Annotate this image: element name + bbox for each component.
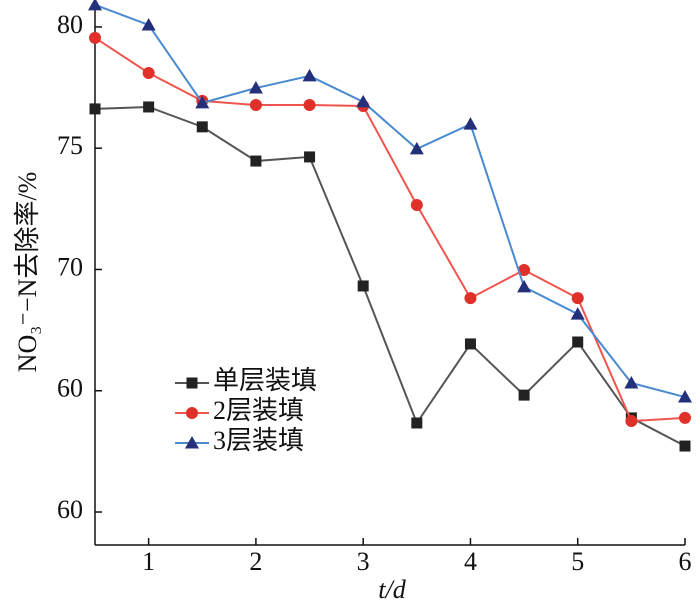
- y-tick-label: 75: [57, 131, 83, 160]
- marker: [249, 99, 262, 112]
- x-tick-label: 6: [679, 547, 692, 576]
- legend-label: 3层装填: [213, 426, 304, 455]
- marker: [518, 263, 531, 276]
- x-tick-label: 2: [249, 547, 262, 576]
- legend-label: 2层装填: [213, 396, 304, 425]
- marker: [571, 292, 584, 305]
- marker: [678, 390, 692, 403]
- marker: [518, 389, 530, 401]
- y-tick-label: 70: [57, 252, 83, 281]
- legend-marker: [185, 436, 199, 449]
- marker: [89, 31, 101, 44]
- x-axis-label: t/d: [378, 575, 406, 604]
- marker: [409, 141, 424, 155]
- marker: [411, 417, 423, 429]
- x-tick-label: 5: [571, 547, 584, 576]
- marker: [624, 375, 639, 389]
- marker: [464, 338, 476, 350]
- x-tick-label: 4: [464, 547, 477, 576]
- marker: [142, 67, 155, 80]
- marker: [357, 280, 369, 292]
- x-tick-label: 1: [142, 547, 155, 576]
- marker: [304, 151, 316, 163]
- marker: [679, 411, 691, 424]
- marker: [679, 440, 691, 452]
- marker: [88, 0, 102, 11]
- marker: [517, 279, 532, 293]
- marker: [248, 81, 263, 94]
- marker: [463, 117, 478, 130]
- marker: [303, 99, 316, 112]
- marker: [356, 94, 371, 108]
- legend-marker: [186, 407, 198, 419]
- marker: [196, 121, 208, 133]
- marker: [141, 17, 156, 31]
- marker: [302, 68, 317, 82]
- marker: [410, 198, 423, 211]
- marker: [195, 95, 210, 109]
- y-axis-label: NO₃⁻−N去除率/%: [13, 172, 42, 373]
- legend-marker: [186, 377, 198, 389]
- y-tick-label: 80: [57, 10, 83, 39]
- x-tick-label: 3: [357, 547, 370, 576]
- marker: [250, 155, 262, 167]
- marker: [625, 415, 638, 428]
- marker: [570, 307, 585, 320]
- marker: [572, 336, 584, 348]
- series-line: [94, 105, 686, 447]
- marker: [464, 292, 477, 305]
- series-line: [94, 3, 686, 399]
- marker: [89, 103, 101, 115]
- legend-label: 单层装填: [213, 366, 317, 395]
- y-tick-label: 60: [57, 374, 83, 403]
- marker: [143, 101, 155, 113]
- series-line: [94, 37, 686, 423]
- y-tick-label: 60: [57, 495, 83, 524]
